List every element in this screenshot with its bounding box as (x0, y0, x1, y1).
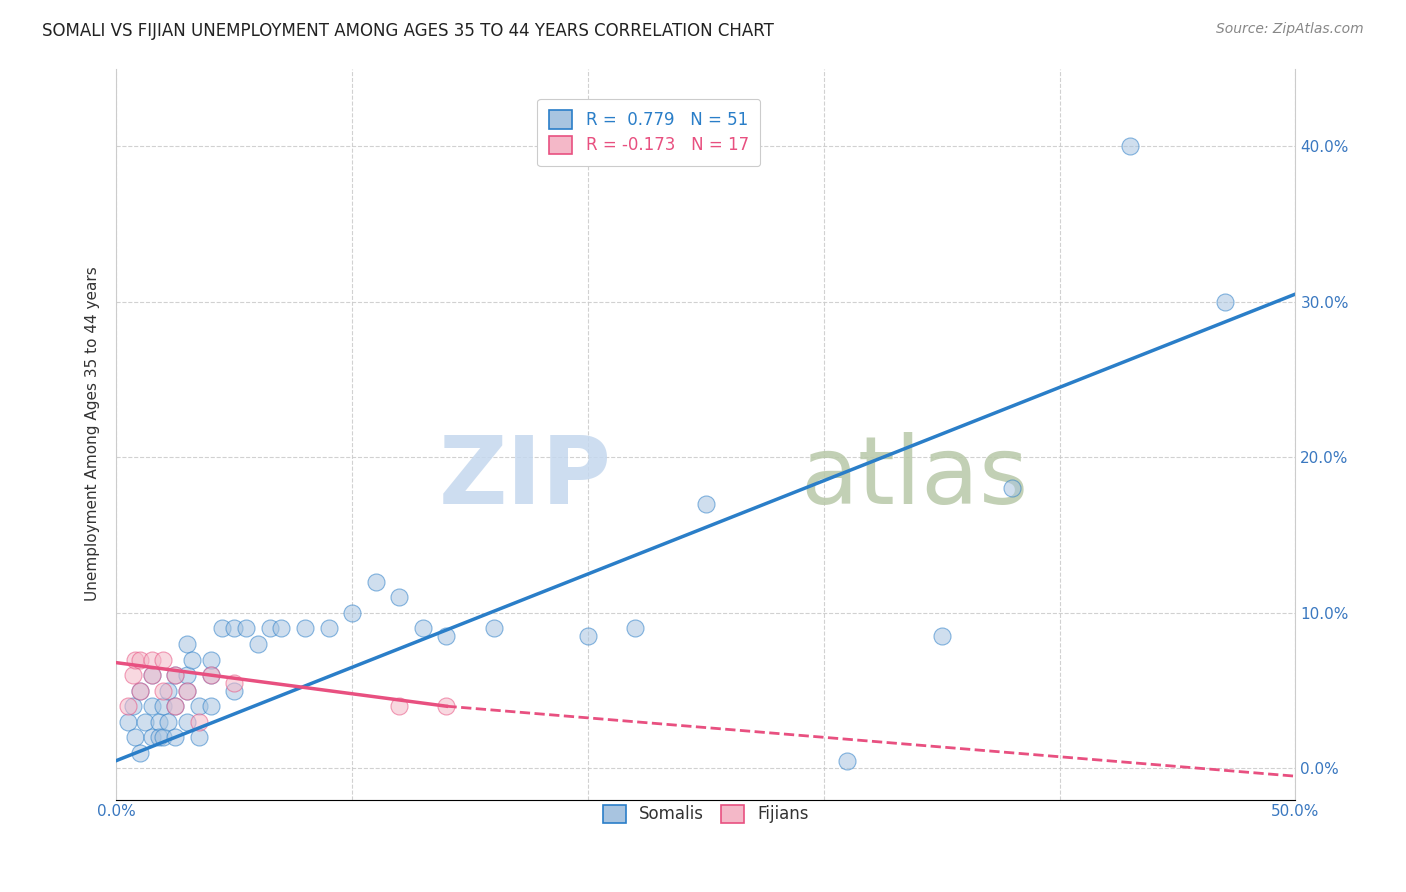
Point (224, 676, 246, 690)
Point (270, 622, 292, 636)
Point (436, 699, 458, 714)
Point (165, 668, 187, 682)
Point (165, 731, 187, 745)
Point (176, 668, 198, 682)
Point (121, 699, 143, 714)
Point (931, 629, 953, 643)
Point (436, 629, 458, 643)
Point (224, 622, 246, 636)
Point (695, 497, 717, 511)
Point (294, 622, 316, 636)
Point (117, 714, 139, 729)
Text: atlas: atlas (800, 432, 1028, 524)
Point (200, 652, 222, 666)
Point (128, 683, 150, 698)
Point (1119, 139, 1142, 153)
Point (176, 714, 198, 729)
Point (180, 652, 202, 666)
Point (200, 699, 222, 714)
Text: SOMALI VS FIJIAN UNEMPLOYMENT AMONG AGES 35 TO 44 YEARS CORRELATION CHART: SOMALI VS FIJIAN UNEMPLOYMENT AMONG AGES… (42, 22, 775, 40)
Legend: Somalis, Fijians: Somalis, Fijians (591, 793, 821, 835)
Point (148, 714, 170, 729)
Point (200, 668, 222, 682)
Point (576, 629, 599, 643)
Point (235, 622, 257, 636)
Point (117, 699, 139, 714)
Point (200, 668, 222, 682)
Point (157, 683, 180, 698)
Text: Source: ZipAtlas.com: Source: ZipAtlas.com (1216, 22, 1364, 37)
Point (318, 622, 340, 636)
Point (364, 574, 387, 589)
Point (124, 731, 146, 745)
Point (128, 683, 150, 698)
Point (134, 714, 156, 729)
Point (388, 591, 411, 605)
Point (259, 622, 281, 636)
Point (141, 668, 163, 682)
Point (165, 699, 187, 714)
Point (388, 699, 411, 714)
Point (157, 714, 180, 729)
Point (128, 746, 150, 760)
Point (128, 652, 150, 666)
Point (152, 652, 174, 666)
Point (141, 731, 163, 745)
Y-axis label: Unemployment Among Ages 35 to 44 years: Unemployment Among Ages 35 to 44 years (86, 267, 100, 601)
Point (412, 622, 434, 636)
Point (176, 637, 198, 651)
Point (141, 668, 163, 682)
Point (152, 731, 174, 745)
Point (246, 637, 269, 651)
Point (340, 606, 363, 620)
Point (837, 754, 859, 768)
Point (224, 683, 246, 698)
Point (187, 714, 209, 729)
Point (121, 668, 143, 682)
Point (141, 652, 163, 666)
Point (187, 699, 209, 714)
Point (1213, 294, 1236, 309)
Point (165, 668, 187, 682)
Point (211, 622, 233, 636)
Point (148, 731, 170, 745)
Point (176, 683, 198, 698)
Text: ZIP: ZIP (439, 432, 612, 524)
Point (624, 622, 647, 636)
Point (482, 622, 505, 636)
Point (152, 699, 174, 714)
Point (1001, 482, 1024, 496)
Point (176, 683, 198, 698)
Point (187, 731, 209, 745)
Point (141, 699, 163, 714)
Point (152, 683, 174, 698)
Point (165, 699, 187, 714)
Point (124, 652, 146, 666)
